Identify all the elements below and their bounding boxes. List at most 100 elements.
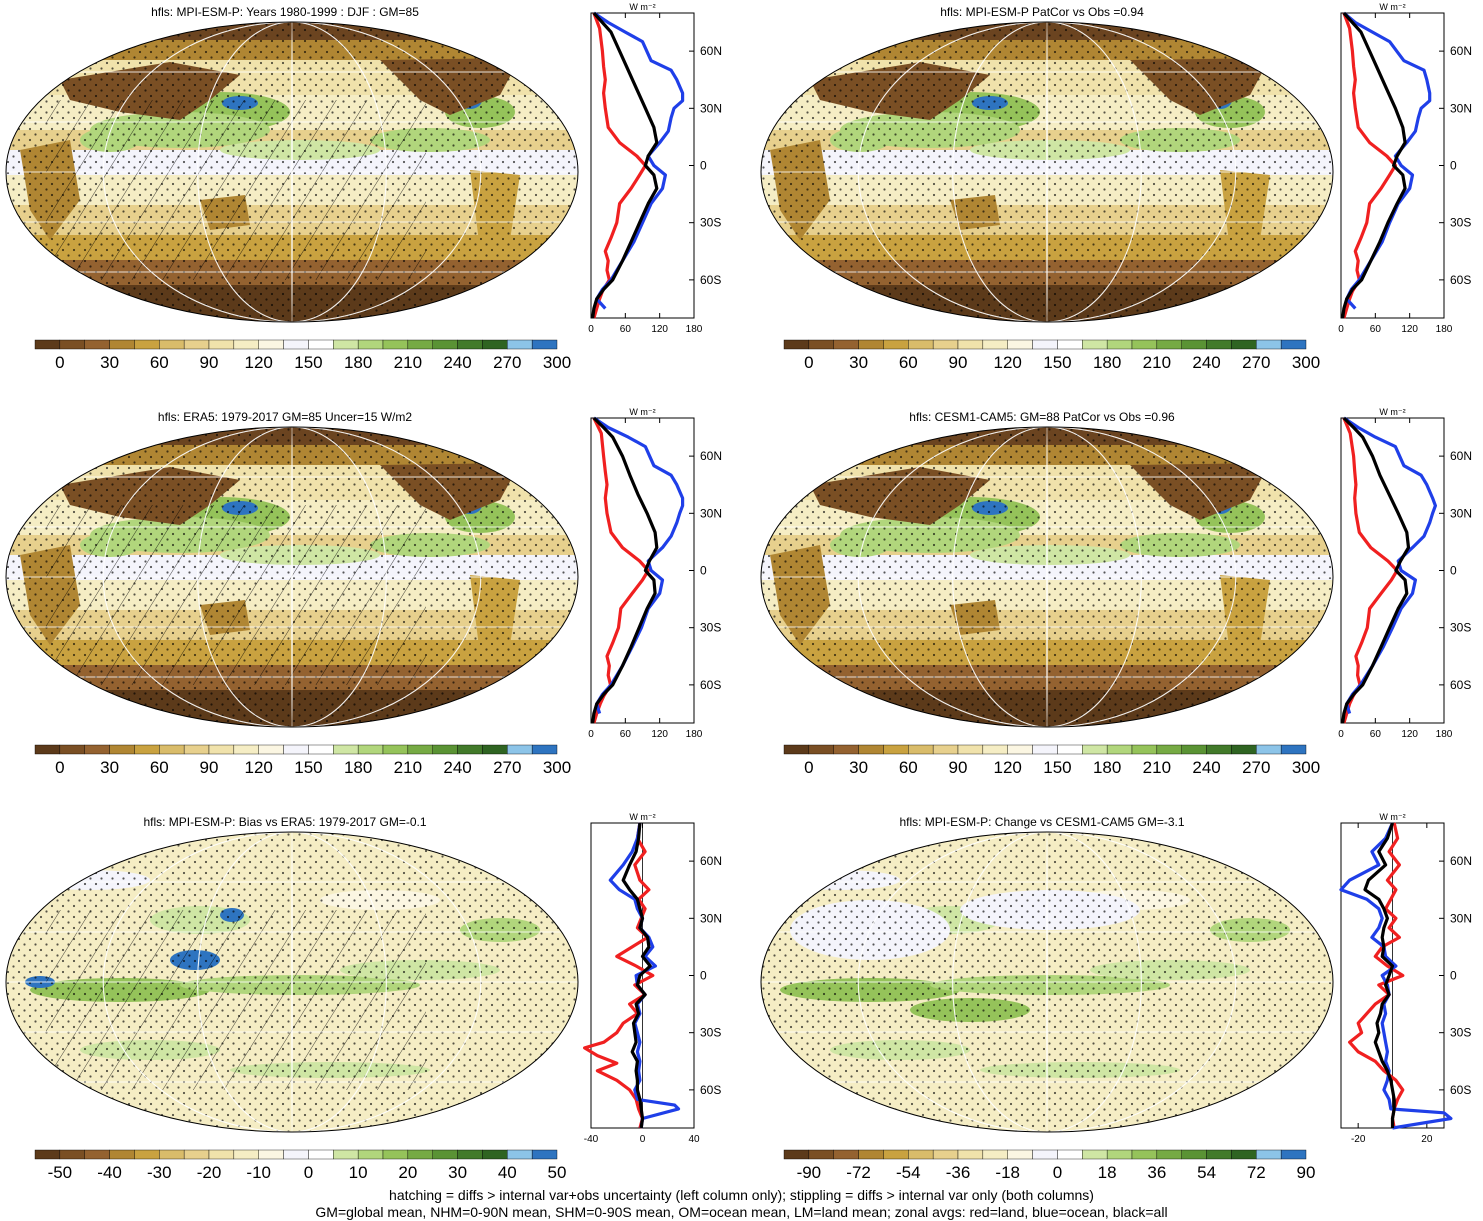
colorbar-box	[1057, 744, 1083, 755]
colorbar-box	[308, 1149, 334, 1160]
colorbar-tick-label: 18	[1098, 1163, 1117, 1182]
colorbar: 0 30 60 90 120 150 180 210 240 270 300	[34, 744, 571, 777]
colorbar-box	[531, 339, 558, 350]
lat-tick-label: 60S	[1450, 273, 1471, 287]
hatching	[46, 505, 426, 685]
colorbar-box	[1156, 744, 1182, 755]
colorbar: 0 30 60 90 120 150 180 210 240 270 300	[783, 744, 1320, 777]
colorbar-box	[932, 744, 959, 755]
colorbar-box	[407, 1149, 433, 1160]
colorbar-tick-label: 240	[1192, 758, 1220, 777]
colorbar-tick-label: 240	[443, 353, 471, 372]
lat-tick-label: 60S	[700, 1083, 721, 1097]
colorbar-box	[833, 1149, 859, 1160]
colorbar-box	[258, 1149, 284, 1160]
panel-2: hfls: MPI-ESM-P PatCor vs Obs =0.94 0 30 60…	[760, 2, 1472, 372]
colorbar-box	[382, 1149, 409, 1160]
zonal-line-black	[591, 416, 659, 724]
colorbar-box	[982, 744, 1008, 755]
lat-tick-label: 30N	[1450, 911, 1472, 925]
lat-tick-label: 30S	[1450, 216, 1471, 230]
colorbar-box	[407, 339, 433, 350]
colorbar-box	[34, 339, 61, 350]
zonal-line-black	[621, 822, 652, 1129]
map	[761, 832, 1333, 1132]
x-tick-label: 0	[588, 324, 594, 335]
colorbar-box	[333, 744, 359, 755]
colorbar-box	[1206, 1149, 1232, 1160]
colorbar-box	[808, 1149, 834, 1160]
colorbar-tick-label: -30	[147, 1163, 172, 1182]
colorbar-box	[159, 1149, 185, 1160]
colorbar-tick-label: 0	[1053, 1163, 1062, 1182]
colorbar-tick-label: -10	[246, 1163, 271, 1182]
lat-tick-label: 60S	[1450, 1083, 1471, 1097]
lat-tick-label: 30S	[1450, 1026, 1471, 1040]
colorbar-tick-label: 90	[949, 353, 968, 372]
colorbar-box	[233, 1149, 259, 1160]
colorbar-box	[308, 339, 334, 350]
colorbar-box	[283, 339, 309, 350]
colorbar-tick-label: -54	[896, 1163, 921, 1182]
colorbar-tick-label: 270	[1242, 758, 1270, 777]
map	[6, 22, 578, 322]
colorbar-box	[159, 744, 185, 755]
colorbar-tick-label: 300	[1292, 353, 1320, 372]
zonal-line-black	[1341, 11, 1407, 319]
colorbar-tick-label: 90	[200, 353, 219, 372]
colorbar-box	[283, 1149, 309, 1160]
colorbar-tick-label: 36	[1147, 1163, 1166, 1182]
colorbar-tick-label: 20	[398, 1163, 417, 1182]
colorbar-tick-label: 0	[55, 758, 64, 777]
colorbar-tick-label: -36	[946, 1163, 971, 1182]
colorbar-box	[1181, 339, 1207, 350]
lat-tick-label: 60N	[1450, 854, 1472, 868]
colorbar-box	[1156, 339, 1182, 350]
colorbar-box	[932, 339, 959, 350]
colorbar-box	[258, 744, 284, 755]
lat-tick-label: 60S	[700, 678, 721, 692]
colorbar-box	[1007, 744, 1033, 755]
lat-tick-label: 30S	[700, 216, 721, 230]
colorbar-tick-label: 120	[994, 758, 1022, 777]
x-tick-label: 0	[1338, 729, 1344, 740]
colorbar-tick-label: 270	[493, 758, 521, 777]
colorbar-box	[183, 744, 210, 755]
lat-tick-label: 30N	[1450, 506, 1472, 520]
colorbar-tick-label: 30	[448, 1163, 467, 1182]
colorbar-box	[1280, 744, 1307, 755]
colorbar-box	[1131, 744, 1158, 755]
x-tick-label: 180	[1436, 324, 1453, 335]
colorbar-box	[432, 339, 458, 350]
colorbar-tick-label: 30	[849, 758, 868, 777]
colorbar-box	[1231, 744, 1257, 755]
colorbar-box	[507, 1149, 533, 1160]
colorbar-box	[308, 744, 334, 755]
colorbar-tick-label: 60	[150, 758, 169, 777]
x-tick-label: 60	[1370, 729, 1382, 740]
x-tick-label: 60	[620, 729, 632, 740]
colorbar-tick-label: 60	[150, 353, 169, 372]
x-tick-label: 180	[686, 729, 703, 740]
colorbar-tick-label: 210	[394, 758, 422, 777]
x-tick-label: 180	[686, 324, 703, 335]
colorbar-tick-label: 180	[344, 758, 372, 777]
colorbar-box	[1231, 339, 1257, 350]
units-label: W m⁻²	[629, 812, 655, 822]
colorbar-box	[833, 339, 859, 350]
map-border	[760, 21, 1334, 323]
colorbar-box	[482, 1149, 508, 1160]
panel-title: hfls: MPI-ESM-P: Bias vs ERA5: 1979-2017…	[143, 815, 426, 829]
colorbar-tick-label: -40	[97, 1163, 122, 1182]
colorbar-box	[134, 744, 160, 755]
colorbar-box	[34, 744, 61, 755]
colorbar-box	[59, 1149, 85, 1160]
panel-title: hfls: MPI-ESM-P: Change vs CESM1-CAM5 GM…	[899, 815, 1184, 829]
colorbar-box	[109, 339, 135, 350]
units-label: W m⁻²	[629, 407, 655, 417]
lat-tick-label: 60N	[1450, 44, 1472, 58]
colorbar-box	[1106, 1149, 1133, 1160]
zonal-frame	[590, 417, 695, 724]
x-tick-label: -40	[584, 1134, 599, 1145]
colorbar-box	[1032, 1149, 1058, 1160]
